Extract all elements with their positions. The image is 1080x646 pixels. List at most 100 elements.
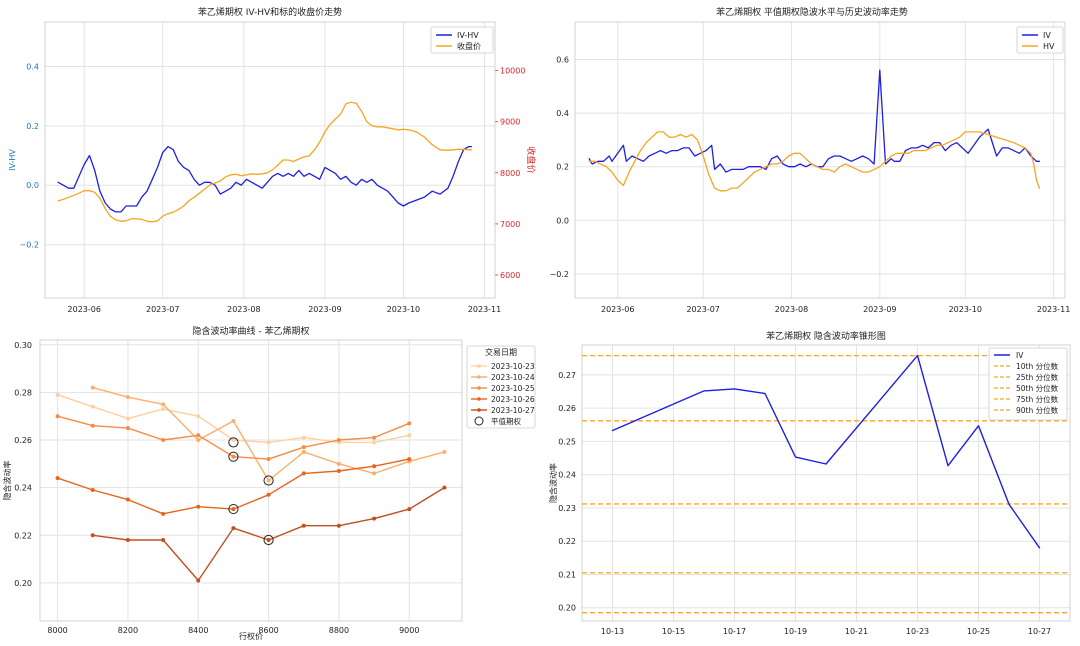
legend-label: 2023-10-25 bbox=[491, 384, 535, 393]
y-tick-label: 0.25 bbox=[558, 437, 576, 446]
smile-point bbox=[266, 492, 271, 497]
atm-marker bbox=[228, 437, 239, 448]
smile-point bbox=[55, 392, 60, 397]
chart-title: 苯乙烯期权 平值期权隐波水平与历史波动率走势 bbox=[716, 6, 908, 18]
chart-atm-iv-vs-hv: 2023-06 2023-07 2023-08 2023-09 2023-10 2023-… bbox=[550, 6, 1071, 314]
smile-point bbox=[55, 476, 60, 481]
x-tick-label: 8600 bbox=[258, 626, 278, 635]
x-axis-label: 行权价 bbox=[239, 631, 263, 641]
x-tick-label: 9000 bbox=[399, 626, 419, 635]
legend-title: 交易日期 bbox=[485, 347, 517, 357]
smile-point bbox=[266, 538, 271, 543]
smile-point bbox=[161, 511, 166, 516]
smile-point bbox=[231, 507, 236, 512]
smile-point bbox=[336, 468, 341, 473]
smile-point bbox=[231, 526, 236, 531]
x-tick-label: 2023-06 bbox=[601, 305, 634, 314]
left-y-tick-label: −0.2 bbox=[20, 241, 39, 250]
smile-point bbox=[266, 478, 271, 483]
smile-point bbox=[372, 435, 377, 440]
smile-point bbox=[442, 449, 447, 454]
legend-label: 2023-10-26 bbox=[491, 395, 535, 404]
y-tick-label: 0.24 bbox=[14, 484, 32, 493]
legend-swatch-dot bbox=[477, 364, 481, 368]
series-line-iv bbox=[611, 354, 1041, 549]
legend-label: IV bbox=[1043, 31, 1051, 40]
y-tick-label: 0.22 bbox=[14, 531, 32, 540]
smile-point bbox=[407, 421, 412, 426]
x-tick-label: 2023-10 bbox=[387, 305, 420, 314]
x-tick-label: 2023-10 bbox=[949, 305, 982, 314]
right-y-tick-label: 6000 bbox=[500, 271, 520, 280]
smile-point bbox=[196, 504, 201, 509]
legend-label: 平值期权 bbox=[491, 416, 521, 426]
x-tick-label: 2023-09 bbox=[308, 305, 341, 314]
y-tick-label: 0.21 bbox=[558, 570, 576, 579]
smile-point bbox=[90, 488, 95, 493]
y-tick-label: 0.6 bbox=[556, 56, 569, 65]
y-tick-label: −0.2 bbox=[550, 270, 569, 279]
smile-point bbox=[196, 578, 201, 583]
smile-point bbox=[372, 516, 377, 521]
plot-frame bbox=[44, 21, 496, 299]
legend-label: 2023-10-23 bbox=[491, 362, 535, 371]
atm-marker bbox=[263, 475, 274, 486]
smile-point bbox=[336, 438, 341, 443]
atm-marker bbox=[263, 534, 274, 546]
smile-point bbox=[301, 449, 306, 454]
smile-point bbox=[407, 457, 412, 462]
smile-point bbox=[55, 414, 60, 419]
smile-point bbox=[125, 538, 130, 543]
smile-point bbox=[372, 440, 377, 445]
series-line-hv bbox=[588, 131, 1041, 192]
y-axis-label: 隐含波动率 bbox=[2, 461, 12, 501]
smile-point bbox=[301, 435, 306, 440]
legend-label: IV-HV bbox=[457, 31, 479, 40]
x-tick-label: 10-25 bbox=[967, 627, 990, 636]
legend-label: 2023-10-27 bbox=[491, 406, 535, 415]
y-tick-label: 0.28 bbox=[14, 388, 32, 397]
smile-line-2023-10-23 bbox=[56, 394, 410, 444]
chart-iv-hv-price: 2023-06 2023-07 2023-08 2023-09 2023-10 2023-… bbox=[8, 6, 537, 314]
x-tick-label: 10-27 bbox=[1028, 627, 1051, 636]
smile-point bbox=[161, 538, 166, 543]
chart-iv-smile: 8000 8200 8400 8600 8800 9000 0.20 0.22 0.24 0.26… bbox=[2, 325, 536, 641]
y-tick-label: 0.23 bbox=[558, 504, 576, 513]
x-tick-label: 10-17 bbox=[723, 627, 746, 636]
x-tick-label: 10-23 bbox=[906, 627, 929, 636]
x-tick-label: 2023-08 bbox=[227, 305, 260, 314]
y-axis-label: 隐含波动率 bbox=[548, 463, 558, 503]
legend-label: 2023-10-24 bbox=[491, 373, 535, 382]
smile-point bbox=[301, 471, 306, 476]
atm-marker bbox=[228, 451, 239, 462]
legend-atm-marker bbox=[474, 416, 484, 426]
chart-title: 隐含波动率曲线 - 苯乙烯期权 bbox=[193, 325, 310, 337]
smile-point bbox=[231, 454, 236, 459]
smile-point bbox=[125, 416, 130, 421]
x-tick-label: 8800 bbox=[329, 626, 349, 635]
series-line-close-price bbox=[57, 101, 473, 223]
x-tick-label: 8000 bbox=[47, 626, 67, 635]
y-tick-label: 0.4 bbox=[556, 109, 569, 118]
y-tick-label: 0.26 bbox=[14, 436, 32, 445]
x-tick-label: 8200 bbox=[118, 626, 138, 635]
x-tick-label: 10-19 bbox=[784, 627, 807, 636]
x-tick-label: 8400 bbox=[188, 626, 208, 635]
legend-label: 25th 分位数 bbox=[1016, 372, 1059, 382]
smile-point bbox=[231, 438, 236, 443]
right-y-tick-label: 10000 bbox=[500, 67, 525, 76]
plot-frame bbox=[581, 344, 1071, 622]
atm-marker bbox=[228, 503, 239, 515]
smile-point bbox=[407, 507, 412, 512]
smile-point bbox=[442, 485, 447, 490]
smile-point bbox=[336, 461, 341, 466]
right-y-tick-label: 7000 bbox=[500, 220, 520, 229]
left-y-tick-label: 0.2 bbox=[26, 122, 39, 131]
y-tick-label: 0.27 bbox=[558, 371, 576, 380]
smile-point bbox=[125, 395, 130, 400]
x-tick-label: 2023-08 bbox=[775, 305, 808, 314]
y-tick-label: 0.20 bbox=[14, 579, 32, 588]
y-tick-label: 0.0 bbox=[556, 216, 569, 225]
smile-point bbox=[196, 414, 201, 419]
